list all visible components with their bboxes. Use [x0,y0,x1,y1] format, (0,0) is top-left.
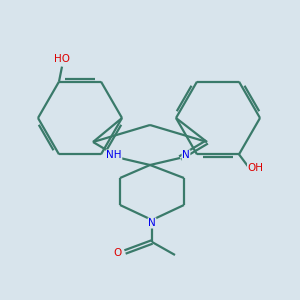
Text: NH: NH [106,150,122,160]
Text: OH: OH [248,163,263,173]
Text: N: N [182,150,190,160]
Text: O: O [113,248,122,259]
Text: N: N [148,218,156,228]
Text: HO: HO [54,54,70,64]
